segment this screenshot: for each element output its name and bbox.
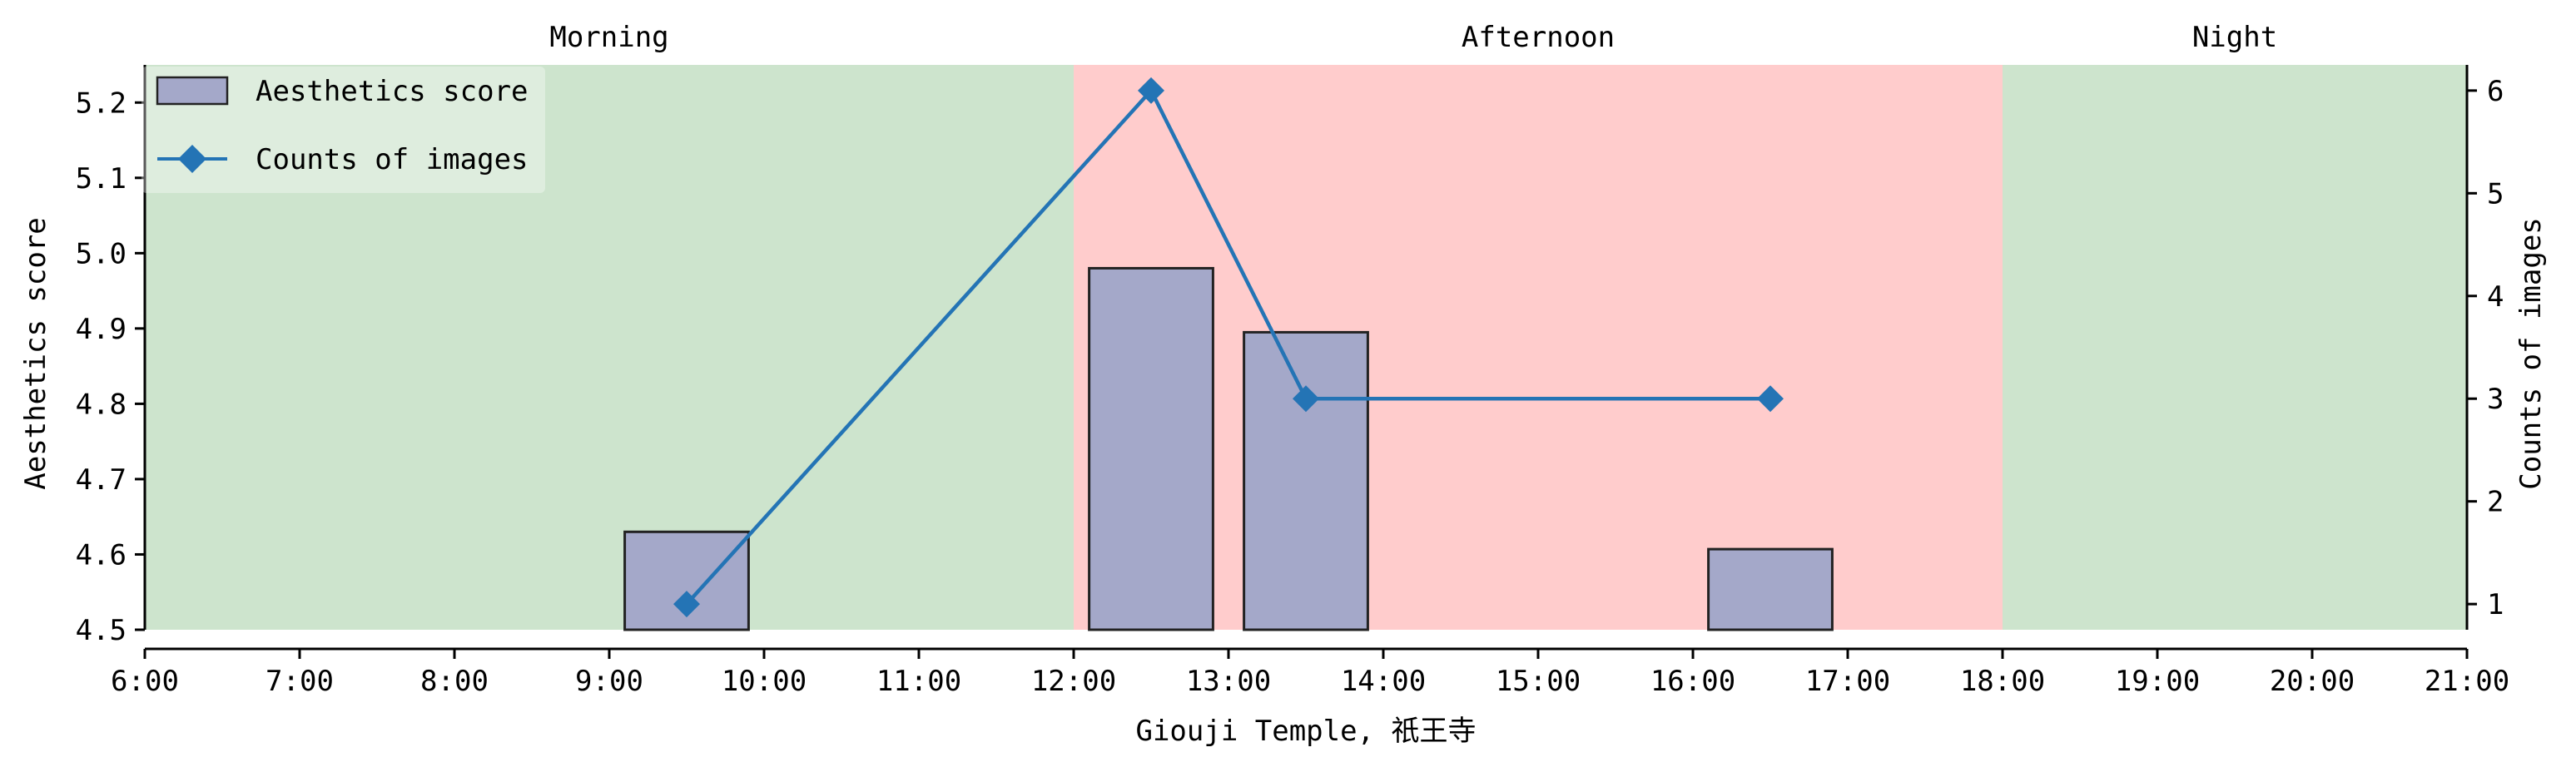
x-tick-label: 17:00	[1805, 665, 1890, 698]
bar-aesthetics-1	[1088, 266, 1214, 631]
y-tick-label: 5.1	[76, 162, 127, 195]
x-tick-label: 13:00	[1186, 665, 1271, 698]
period-label-night: Night	[2192, 21, 2277, 54]
y-axis-right-ticks: 1 2 3 4 5 6	[2467, 75, 2504, 621]
counts-line	[685, 87, 1770, 606]
x-axis-ticks: 6:00 7:00 8:00 9:00 10:00 11:00 12:00 13:00 14:0…	[111, 649, 2509, 698]
counts-point-0	[673, 591, 700, 618]
y2-tick-label: 4	[2487, 280, 2504, 314]
y2-tick-label: 2	[2487, 486, 2504, 519]
legend-diamond-marker	[178, 145, 206, 173]
axes	[143, 65, 2469, 651]
period-band-night	[2003, 65, 2467, 630]
y2-tick-label: 1	[2487, 588, 2504, 621]
y-axis-left-ticks: 4.5 4.6 4.7 4.8 4.9 5.0 5.1 5.2	[76, 87, 145, 647]
y-tick-label: 4.8	[76, 388, 127, 421]
x-tick-label: 21:00	[2425, 665, 2509, 698]
period-label-morning: Morning	[549, 21, 668, 54]
legend-background	[141, 67, 545, 193]
y2-tick-label: 5	[2487, 177, 2504, 210]
y2-tick-label: 6	[2487, 75, 2504, 108]
y2-tick-label: 3	[2487, 383, 2504, 416]
legend: Aesthetics score Counts of images	[141, 67, 545, 193]
y-tick-label: 4.5	[76, 614, 127, 647]
x-tick-label: 7:00	[266, 665, 334, 698]
counts-line-series	[673, 77, 1784, 618]
period-label-afternoon: Afternoon	[1462, 21, 1615, 54]
aesthetics-bars	[623, 266, 1834, 631]
x-tick-label: 14:00	[1341, 665, 1426, 698]
x-tick-label: 18:00	[1960, 665, 2045, 698]
period-band-afternoon	[1074, 65, 2003, 630]
x-tick-label: 20:00	[2270, 665, 2355, 698]
y-tick-label: 5.2	[76, 87, 127, 120]
x-tick-label: 15:00	[1496, 665, 1581, 698]
x-tick-label: 10:00	[722, 665, 807, 698]
y-axis-right-title: Counts of images	[2514, 217, 2548, 490]
legend-label-counts-of-images: Counts of images	[256, 143, 529, 176]
y-tick-label: 4.6	[76, 538, 127, 572]
x-axis-title: Giouji Temple, 祇王寺	[1135, 715, 1476, 748]
x-tick-label: 16:00	[1650, 665, 1735, 698]
x-tick-label: 6:00	[111, 665, 179, 698]
x-tick-label: 8:00	[420, 665, 489, 698]
y-axis-left-title: Aesthetics score	[19, 217, 52, 490]
x-tick-label: 9:00	[575, 665, 643, 698]
counts-point-1	[1138, 77, 1164, 104]
y-tick-label: 5.0	[76, 237, 127, 270]
period-labels: Morning Afternoon Night	[549, 21, 2277, 54]
legend-label-aesthetics-score: Aesthetics score	[256, 75, 529, 108]
y-tick-label: 4.7	[76, 463, 127, 497]
legend-bar-swatch	[156, 76, 229, 106]
counts-point-3	[1757, 385, 1784, 413]
bar-aesthetics-3	[1707, 547, 1834, 631]
y-tick-label: 4.9	[76, 313, 127, 346]
counts-point-2	[1293, 385, 1319, 413]
x-tick-label: 12:00	[1031, 665, 1116, 698]
x-tick-label: 19:00	[2115, 665, 2200, 698]
bar-aesthetics-2	[1243, 330, 1369, 631]
x-tick-label: 11:00	[876, 665, 961, 698]
